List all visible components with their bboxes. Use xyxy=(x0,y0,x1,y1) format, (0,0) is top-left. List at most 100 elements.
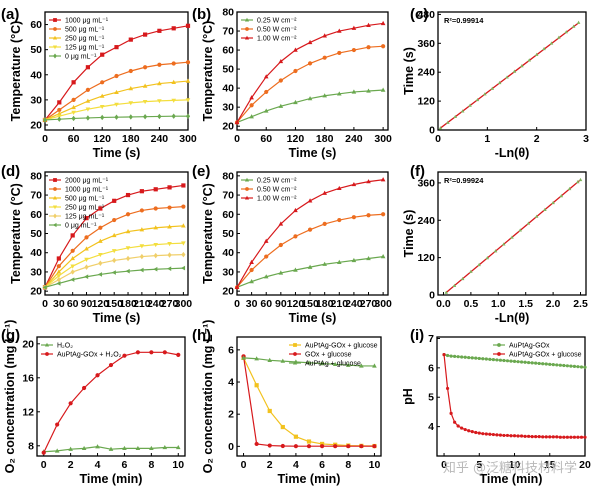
y-tick-label: 20 xyxy=(30,119,42,131)
x-axis-title: -Ln(θ) xyxy=(495,311,530,325)
data-point xyxy=(254,356,259,361)
data-point xyxy=(520,64,524,68)
data-point xyxy=(97,272,103,277)
data-point xyxy=(171,98,177,103)
data-point xyxy=(366,179,371,184)
data-point xyxy=(445,386,450,391)
x-tick-label: 0.0 xyxy=(436,298,451,310)
data-point xyxy=(307,227,313,232)
legend-entry-label: 125 μg mL⁻¹ xyxy=(65,45,105,52)
series-line-2 xyxy=(242,356,375,447)
data-point xyxy=(510,235,514,239)
y-axis-title: Time (s) xyxy=(402,210,416,258)
x-axis-title: Time (min) xyxy=(278,472,341,486)
data-point xyxy=(149,350,154,355)
data-point xyxy=(366,88,371,93)
data-point xyxy=(185,23,191,28)
data-point xyxy=(306,439,312,444)
y-tick-label: 4 xyxy=(228,377,234,389)
data-point xyxy=(153,225,159,230)
data-point xyxy=(280,443,285,449)
data-point xyxy=(143,32,148,37)
data-point xyxy=(100,52,105,57)
legend-swatch-marker xyxy=(53,27,57,31)
data-point xyxy=(530,435,534,439)
data-point xyxy=(153,242,159,248)
data-point xyxy=(171,26,176,31)
legend-e: 0.25 W cm⁻² 0.50 W cm⁻² 1.00 W cm⁻² xyxy=(241,178,297,203)
series-line-2 xyxy=(236,45,384,123)
data-point xyxy=(477,356,481,361)
data-point xyxy=(558,435,562,439)
legend-entry-label: 1000 μg mL⁻¹ xyxy=(65,187,109,194)
legend-d: 2000 μg mL⁻¹ 1000 μg mL⁻¹ 500 μg mL⁻¹ 250 μ… xyxy=(49,178,109,230)
data-point xyxy=(453,420,457,424)
data-point xyxy=(322,33,327,38)
data-point xyxy=(484,432,488,436)
data-point xyxy=(157,81,162,86)
y-tick-label: 40 xyxy=(30,69,42,81)
x-tick-label: 240 xyxy=(151,133,169,145)
data-point xyxy=(122,445,127,451)
legend-swatch-marker xyxy=(53,178,57,182)
data-point xyxy=(98,206,103,211)
data-point xyxy=(128,37,133,42)
data-point xyxy=(474,356,478,360)
x-tick-label: 120 xyxy=(93,133,111,145)
data-point xyxy=(139,189,144,194)
data-point xyxy=(527,360,531,365)
x-tick-label: 4 xyxy=(95,459,101,471)
data-point xyxy=(128,114,133,120)
data-point xyxy=(267,408,272,414)
y-tick-label: 12 xyxy=(22,406,34,418)
y-tick-label: 60 xyxy=(222,45,234,57)
data-point xyxy=(579,435,584,439)
data-point xyxy=(70,277,75,282)
y-tick-label: 0 xyxy=(429,290,435,302)
data-point xyxy=(319,444,325,449)
data-point xyxy=(263,274,269,279)
data-point xyxy=(180,265,186,271)
data-point xyxy=(57,107,62,113)
data-point xyxy=(111,249,117,254)
data-point xyxy=(488,432,492,436)
plot-frame-g xyxy=(36,336,186,457)
data-point xyxy=(84,246,89,251)
plot-frame-c xyxy=(437,11,587,131)
data-point xyxy=(157,28,162,33)
x-tick-label: 240 xyxy=(345,133,363,145)
data-point xyxy=(307,61,313,66)
data-point xyxy=(98,238,103,243)
data-point xyxy=(332,361,338,367)
data-point xyxy=(484,357,488,361)
data-point xyxy=(446,120,450,124)
data-point xyxy=(579,365,584,369)
data-point xyxy=(56,264,61,269)
y-tick-label: 70 xyxy=(30,190,42,202)
panel-d: (d)0 30 60 90 120150180210240270300203040506… xyxy=(1,163,192,325)
y-tick-label: 80 xyxy=(30,170,42,182)
data-point xyxy=(516,360,520,364)
y-tick-label: 20 xyxy=(222,286,234,298)
data-point xyxy=(481,432,485,436)
series-line-1 xyxy=(243,357,375,447)
data-point xyxy=(485,256,490,260)
x-tick-label: 2 xyxy=(68,459,74,471)
x-tick-label: 180 xyxy=(119,298,137,310)
x-tick-label: 60 xyxy=(260,298,272,310)
legend-entry-label: AuPtAg-GOx xyxy=(509,343,550,350)
data-point xyxy=(84,216,89,221)
data-point xyxy=(351,89,357,94)
x-tick-label: 120 xyxy=(287,298,305,310)
data-point xyxy=(171,79,177,84)
data-point xyxy=(516,434,520,438)
legend-i: AuPtAg-GOx AuPtAg-GOx + glucose xyxy=(493,343,582,359)
data-point xyxy=(56,281,61,286)
watermark-text: 知乎 @泛糖科技材料学 xyxy=(443,460,577,476)
data-point xyxy=(139,267,144,273)
data-point xyxy=(278,103,284,108)
y-tick-label: 4 xyxy=(428,421,434,433)
data-point xyxy=(41,450,46,455)
panel-b: (b) 0 60 120 180 240 300 20 30 40 50 60 70 80 Time (s)… xyxy=(192,6,392,160)
